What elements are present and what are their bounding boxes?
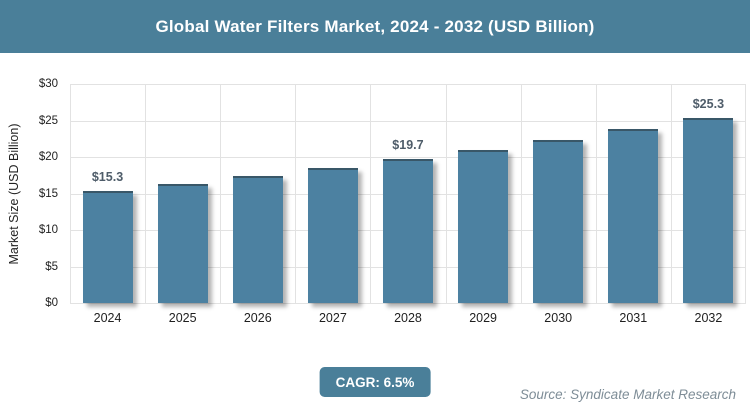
x-tick-label: 2032 xyxy=(694,311,723,325)
gridline-v xyxy=(295,84,297,303)
bar-value-label: $15.3 xyxy=(91,170,124,185)
x-tick-label: 2028 xyxy=(394,311,422,325)
bar-2026 xyxy=(232,175,283,303)
gridline-v xyxy=(745,84,746,303)
gridline-v xyxy=(145,84,147,303)
gridline-v xyxy=(670,84,672,303)
bar-2027 xyxy=(307,167,358,303)
bar-2030 xyxy=(533,140,584,303)
bar-value-label: $19.7 xyxy=(392,138,424,153)
x-tick-label: 2031 xyxy=(619,311,648,325)
gridline-v xyxy=(595,84,597,303)
bar-2028 xyxy=(383,159,433,303)
y-tick-label: $15 xyxy=(38,187,58,200)
y-tick-label: $0 xyxy=(45,297,58,309)
gridline-v xyxy=(220,84,222,303)
y-tick-label: $20 xyxy=(38,151,58,163)
y-axis-ticks: $0 $5 $10 $15 $20 $25 $30 xyxy=(0,78,64,309)
x-tick-label: 2030 xyxy=(544,311,573,325)
x-axis-labels: 2024 2025 2026 2027 2028 2029 2030 2031 2032 xyxy=(70,311,746,331)
chart-title: Global Water Filters Market, 2024 - 2032… xyxy=(155,16,595,36)
bar-value-label: $25.3 xyxy=(692,97,725,112)
x-tick-label: 2029 xyxy=(469,311,497,325)
gridline-v xyxy=(520,84,522,303)
gridline-v xyxy=(370,84,372,303)
y-tick-label: $10 xyxy=(38,224,58,236)
gridline-v xyxy=(445,84,447,303)
x-tick-label: 2026 xyxy=(243,311,272,325)
gridline-h xyxy=(70,157,746,158)
title-banner: Global Water Filters Market, 2024 - 2032… xyxy=(0,0,750,53)
gridline-h xyxy=(70,120,746,122)
cagr-label: CAGR: 6.5% xyxy=(335,374,415,390)
x-tick-label: 2025 xyxy=(168,311,197,325)
gridline-h xyxy=(70,303,746,304)
bar-2032 xyxy=(683,118,734,303)
gridline-v xyxy=(70,84,71,303)
gridline-h xyxy=(70,84,746,85)
bar-2024 xyxy=(82,191,133,303)
y-tick-label: $5 xyxy=(45,260,58,273)
x-tick-label: 2024 xyxy=(93,311,122,325)
source-text: Source: Syndicate Market Research xyxy=(519,387,736,402)
y-tick-label: $30 xyxy=(38,78,58,90)
bar-2025 xyxy=(157,184,208,303)
cagr-badge: CAGR: 6.5% xyxy=(319,367,431,397)
bar-2029 xyxy=(458,149,509,303)
x-tick-label: 2027 xyxy=(318,311,347,325)
plot-area: $15.3 $19.7 $25.3 xyxy=(70,84,746,304)
bar-2031 xyxy=(608,129,659,303)
y-tick-label: $25 xyxy=(38,114,58,127)
